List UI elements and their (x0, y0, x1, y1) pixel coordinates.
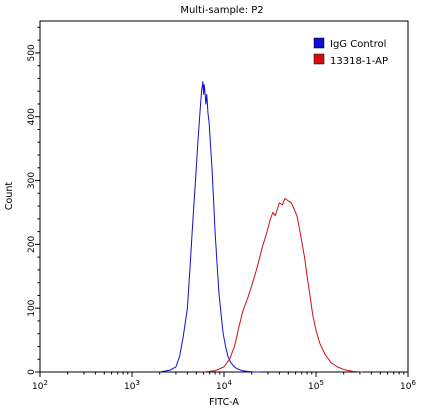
y-tick-label: 0 (27, 369, 37, 375)
plot-area-frame (39, 20, 409, 373)
series-group (159, 81, 363, 373)
x-tick-label: 102 (32, 379, 48, 392)
x-tick-label: 105 (308, 379, 324, 392)
x-axis-label: FITC-A (209, 397, 239, 408)
y-tick-label: 500 (27, 44, 37, 61)
legend-label-igg-control: IgG Control (330, 39, 386, 50)
chart-title: Multi-sample: P2 (180, 5, 263, 16)
y-tick-label: 200 (27, 236, 37, 253)
series-line-13318-1-ap (203, 197, 363, 373)
x-tick-label: 106 (400, 379, 416, 392)
series-line-igg-control (159, 81, 261, 373)
legend-swatch-13318-1-ap (313, 53, 325, 65)
x-axis: 102 103 104 105 106 (32, 372, 416, 392)
y-axis-label: Count (4, 182, 15, 210)
x-tick-label: 104 (216, 379, 232, 392)
legend: IgG Control 13318-1-AP (313, 37, 388, 67)
y-tick-label: 100 (27, 299, 37, 316)
legend-swatch-igg-control (313, 37, 325, 49)
x-tick-label: 103 (124, 379, 140, 392)
y-axis: 0 100 200 300 400 500 (27, 26, 40, 375)
legend-label-13318-1-ap: 13318-1-AP (330, 56, 388, 67)
y-tick-label: 300 (27, 172, 37, 189)
y-tick-label: 400 (27, 108, 37, 125)
